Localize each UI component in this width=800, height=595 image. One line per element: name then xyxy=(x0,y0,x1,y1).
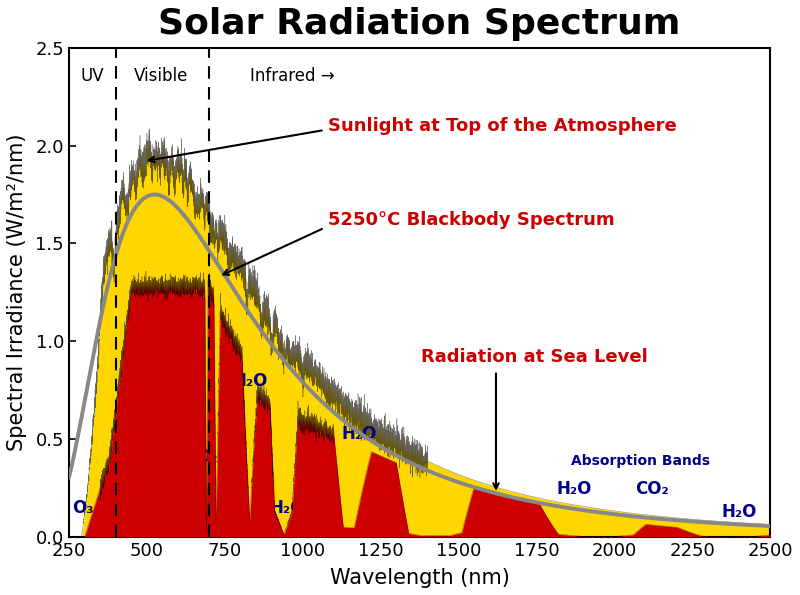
Text: H₂O: H₂O xyxy=(341,425,377,443)
Text: Sunlight at Top of the Atmosphere: Sunlight at Top of the Atmosphere xyxy=(328,117,676,135)
Text: Radiation at Sea Level: Radiation at Sea Level xyxy=(421,348,648,366)
X-axis label: Wavelength (nm): Wavelength (nm) xyxy=(330,568,510,588)
Text: Visible: Visible xyxy=(134,67,188,86)
Text: H₂O: H₂O xyxy=(722,503,757,521)
Text: UV: UV xyxy=(81,67,104,86)
Y-axis label: Spectral Irradiance (W/m²/nm): Spectral Irradiance (W/m²/nm) xyxy=(7,134,27,451)
Text: O₃: O₃ xyxy=(72,499,94,517)
Text: Absorption Bands: Absorption Bands xyxy=(571,455,710,468)
Text: H₂O: H₂O xyxy=(270,499,305,517)
Text: O₂: O₂ xyxy=(196,449,218,466)
Text: H₂O: H₂O xyxy=(232,372,267,390)
Title: Solar Radiation Spectrum: Solar Radiation Spectrum xyxy=(158,7,681,41)
Text: H₂O: H₂O xyxy=(556,480,591,498)
Text: 5250°C Blackbody Spectrum: 5250°C Blackbody Spectrum xyxy=(328,211,614,229)
Text: CO₂: CO₂ xyxy=(635,480,669,498)
Text: Infrared →: Infrared → xyxy=(250,67,334,86)
